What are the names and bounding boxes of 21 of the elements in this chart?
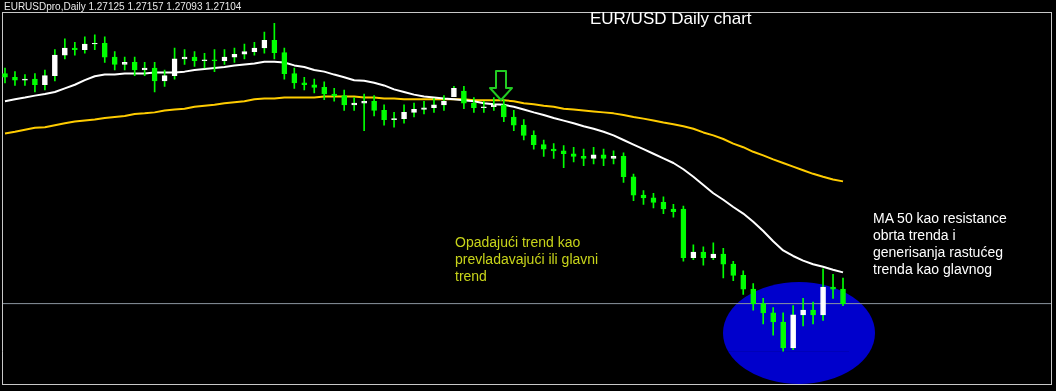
text: MA 50 kao resistance obrta trenda i generisanja rastućeg trenda kao glavnog bbox=[873, 210, 1008, 278]
candlestick bbox=[301, 76, 308, 91]
candlestick bbox=[71, 42, 78, 56]
chart-title: EUR/USD Daily chart bbox=[590, 9, 752, 29]
candlestick bbox=[491, 97, 497, 111]
candlestick bbox=[710, 242, 717, 260]
candlestick bbox=[441, 95, 447, 111]
candlestick bbox=[421, 100, 427, 115]
candlestick bbox=[560, 145, 567, 168]
candlestick bbox=[121, 56, 128, 71]
candlestick bbox=[481, 100, 487, 113]
candlestick bbox=[12, 71, 18, 86]
candlestick bbox=[22, 74, 28, 86]
annotation: Opadajući trend kao prevladavajući ili glavni trend bbox=[455, 234, 600, 285]
candlestick bbox=[830, 274, 836, 299]
candlestick bbox=[431, 98, 437, 113]
candlestick bbox=[331, 88, 338, 102]
chart-subtitle: EURUSDpro,Daily 1.27125 1.27157 1.27093 1.27104 bbox=[4, 1, 242, 12]
candlestick bbox=[800, 298, 806, 327]
candlestick bbox=[91, 34, 98, 50]
candlestick bbox=[361, 93, 367, 132]
